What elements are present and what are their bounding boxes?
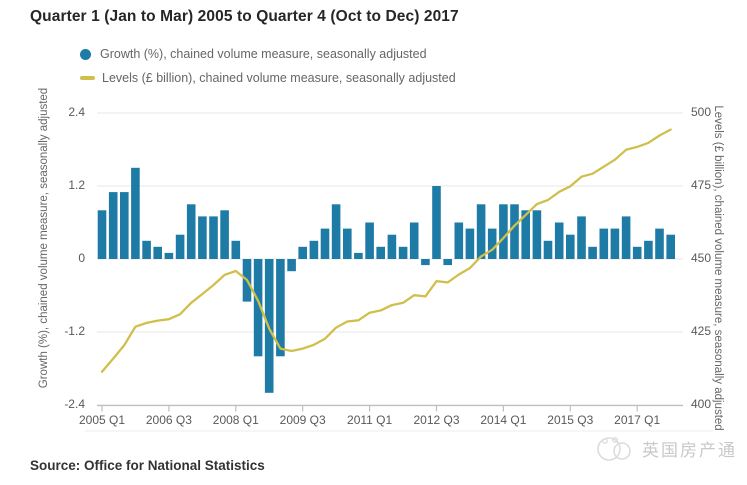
growth-bar [487,228,497,259]
right-axis-tick-label: 450 [691,251,712,265]
watermark: 英国房产通 [594,433,737,463]
growth-bar [599,228,609,259]
growth-bar [644,240,653,259]
chart-title: Quarter 1 (Jan to Mar) 2005 to Quarter 4… [30,8,459,25]
growth-bar [655,228,664,259]
growth-bar [253,259,263,357]
plot-area [85,112,713,432]
growth-bar [120,192,129,259]
right-axis-tick-label: 425 [691,324,712,338]
left-axis-tick-label: 1.2 [68,178,85,192]
x-axis-tick-label: 2006 Q3 [145,413,192,427]
growth-bar [510,204,519,259]
growth-bar [108,192,118,259]
growth-bar [666,234,675,259]
growth-bar [287,259,296,272]
growth-bar [354,252,363,259]
growth-bar [432,186,441,259]
growth-bar [186,204,196,259]
x-axis-tick-label: 2015 Q3 [547,413,594,427]
x-axis-tick-label: 2012 Q3 [413,413,460,427]
growth-bar [554,222,564,259]
left-axis-tick-label: 0 [78,251,85,265]
growth-bar [131,167,140,259]
growth-bar [97,210,107,259]
growth-bar [231,240,241,259]
x-axis-tick-label: 2009 Q3 [279,413,326,427]
growth-bar [632,246,642,259]
growth-bar [209,216,218,259]
growth-bar [465,228,475,259]
growth-bar [175,234,185,259]
watermark-logo-icon [597,437,631,461]
growth-bar [476,204,486,259]
levels-line [100,128,672,373]
growth-bar [577,216,586,259]
legend-levels-label: Levels (£ billion), chained volume measu… [102,71,456,85]
growth-bar [198,216,207,259]
legend-item-growth: Growth (%), chained volume measure, seas… [80,42,456,66]
watermark-text: 英国房产通 [642,440,737,460]
growth-bar [566,234,575,259]
levels-series-marker-icon [80,76,95,80]
growth-bar [331,204,341,259]
left-axis-tick-label: 2.4 [68,105,85,119]
growth-bar [298,246,307,259]
growth-bar [153,246,162,259]
growth-bar [365,222,374,259]
growth-bar [387,234,397,259]
x-axis-tick-label: 2017 Q1 [614,413,661,427]
growth-bar [409,222,419,259]
legend-growth-label: Growth (%), chained volume measure, seas… [100,47,427,61]
growth-bar [276,259,285,357]
left-axis-tick-label: -1.2 [64,324,85,338]
x-axis-tick-label: 2005 Q1 [78,413,126,427]
source-caption: Source: Office for National Statistics [30,458,265,473]
growth-bar [499,204,508,259]
right-axis-tick-label: 500 [691,105,712,119]
growth-bar [610,228,620,259]
growth-bar [343,228,352,259]
growth-bar [309,240,319,259]
growth-bar [376,246,385,259]
growth-bar [543,240,553,259]
growth-bar [621,216,631,259]
growth-bar [398,246,408,259]
growth-bar [443,259,452,266]
legend-item-levels: Levels (£ billion), chained volume measu… [80,66,456,90]
growth-bar [588,246,597,259]
growth-bar [532,210,542,259]
x-axis-tick-label: 2008 Q1 [212,413,259,427]
right-axis-tick-label: 400 [691,397,712,411]
x-axis-tick-label: 2014 Q1 [480,413,527,427]
right-axis-tick-label: 475 [691,178,712,192]
growth-bar [521,210,530,259]
growth-bar [421,259,430,266]
growth-bar [320,228,330,259]
growth-bar [454,222,464,259]
left-axis-tick-label: -2.4 [64,397,85,411]
growth-bar [220,210,229,259]
legend: Growth (%), chained volume measure, seas… [80,42,456,90]
growth-bar [142,240,151,259]
x-axis-tick-label: 2011 Q1 [347,413,393,427]
growth-bar [164,252,174,259]
growth-series-marker-icon [80,48,91,60]
